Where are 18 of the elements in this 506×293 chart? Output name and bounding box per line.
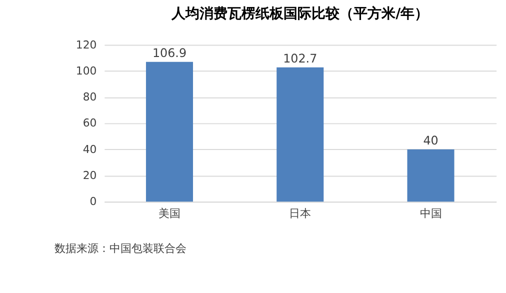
- bar: [146, 62, 194, 202]
- chart-title: 人均消费瓦楞纸板国际比较（平方米/年）: [170, 5, 429, 22]
- y-tick-label: 40: [82, 142, 97, 156]
- data-label: 106.9: [152, 46, 187, 60]
- y-tick-label: 100: [76, 64, 97, 78]
- y-tick-label: 80: [82, 90, 97, 104]
- data-label: 102.7: [283, 51, 318, 66]
- source-note: 数据来源：中国包装联合会: [54, 242, 187, 256]
- bar: [276, 67, 324, 202]
- y-tick-label: 60: [82, 116, 97, 130]
- x-tick-label: 中国: [420, 206, 442, 220]
- y-tick-label: 120: [76, 38, 97, 52]
- x-tick-label: 美国: [158, 206, 180, 220]
- x-tick-label: 日本: [289, 206, 312, 220]
- data-label: 40: [423, 133, 438, 148]
- y-tick-label: 20: [82, 168, 97, 182]
- bar: [407, 149, 454, 202]
- y-tick-label: 0: [90, 195, 97, 208]
